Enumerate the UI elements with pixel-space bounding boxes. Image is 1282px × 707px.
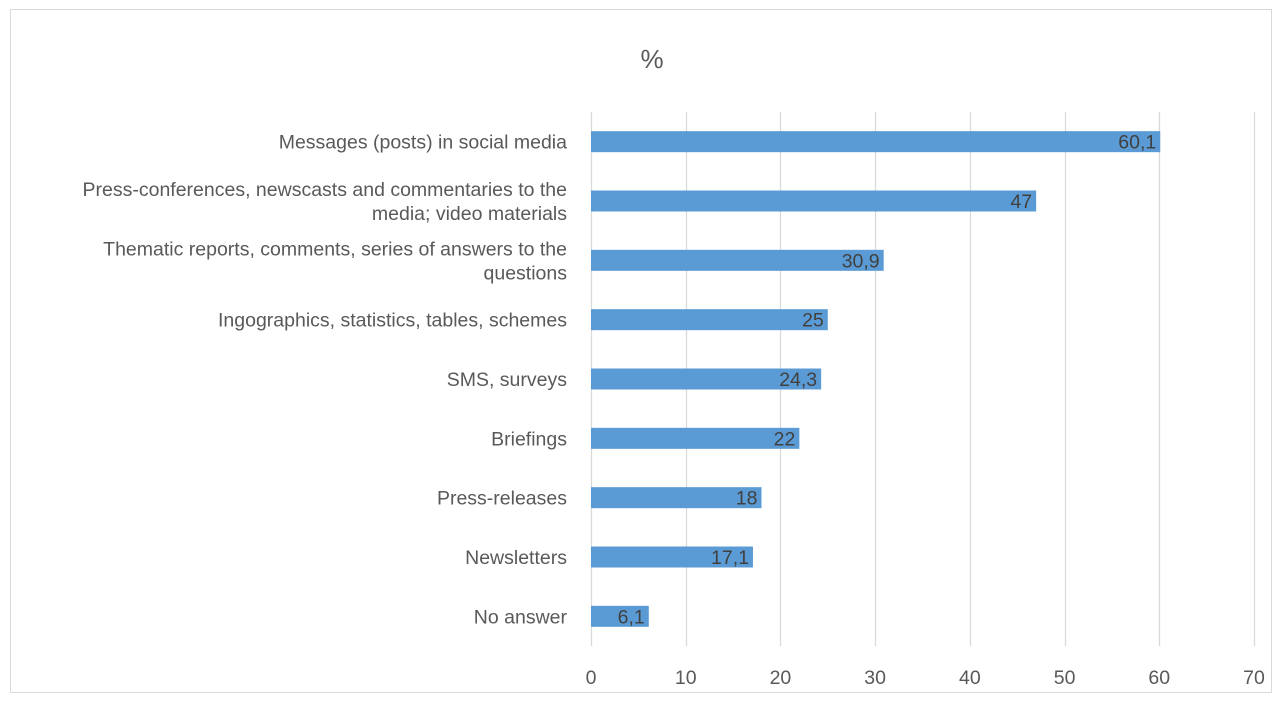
bar [591,487,762,509]
bar [591,190,1037,212]
data-label: 6,1 [618,606,645,628]
x-tick-label: 60 [1148,667,1170,689]
data-label: 17,1 [711,547,749,569]
chart-frame [10,9,1272,693]
x-tick-label: 30 [864,667,886,689]
category-label: Press-conferences, newscasts and comment… [83,179,568,225]
bars [591,131,1161,627]
category-label: Messages (posts) in social media [279,132,567,154]
bar [591,249,884,271]
data-labels: 60,1 47 30,9 25 24,3 22 18 17,1 6,1 [618,132,1157,629]
chart-title: % [640,44,663,74]
data-label: 25 [802,310,824,332]
x-axis-tick-labels: 0 10 20 30 40 50 60 70 [586,667,1265,689]
data-label: 60,1 [1118,132,1156,154]
category-label: No answer [474,606,568,628]
x-tick-label: 10 [675,667,697,689]
x-tick-label: 40 [959,667,981,689]
category-label: Thematic reports, comments, series of an… [103,238,567,284]
bar [591,605,649,627]
x-tick-label: 0 [586,667,597,689]
x-tick-label: 70 [1243,667,1265,689]
data-label: 30,9 [842,250,880,272]
data-label: 24,3 [779,369,817,391]
bar [591,427,800,449]
bar [591,309,828,331]
category-label: SMS, surveys [447,369,568,391]
category-label: Ingographics, statistics, tables, scheme… [218,310,567,332]
category-label: Briefings [491,428,567,450]
data-label: 18 [736,488,758,510]
category-label: Newsletters [465,547,567,569]
data-label: 47 [1010,191,1032,213]
bar [591,131,1161,153]
bar [591,546,753,568]
category-label: Press-releases [437,488,567,510]
data-label: 22 [774,428,796,450]
x-tick-label: 50 [1054,667,1076,689]
category-labels: Messages (posts) in social media Press-co… [83,132,568,629]
bar [591,368,822,390]
x-tick-label: 20 [770,667,792,689]
